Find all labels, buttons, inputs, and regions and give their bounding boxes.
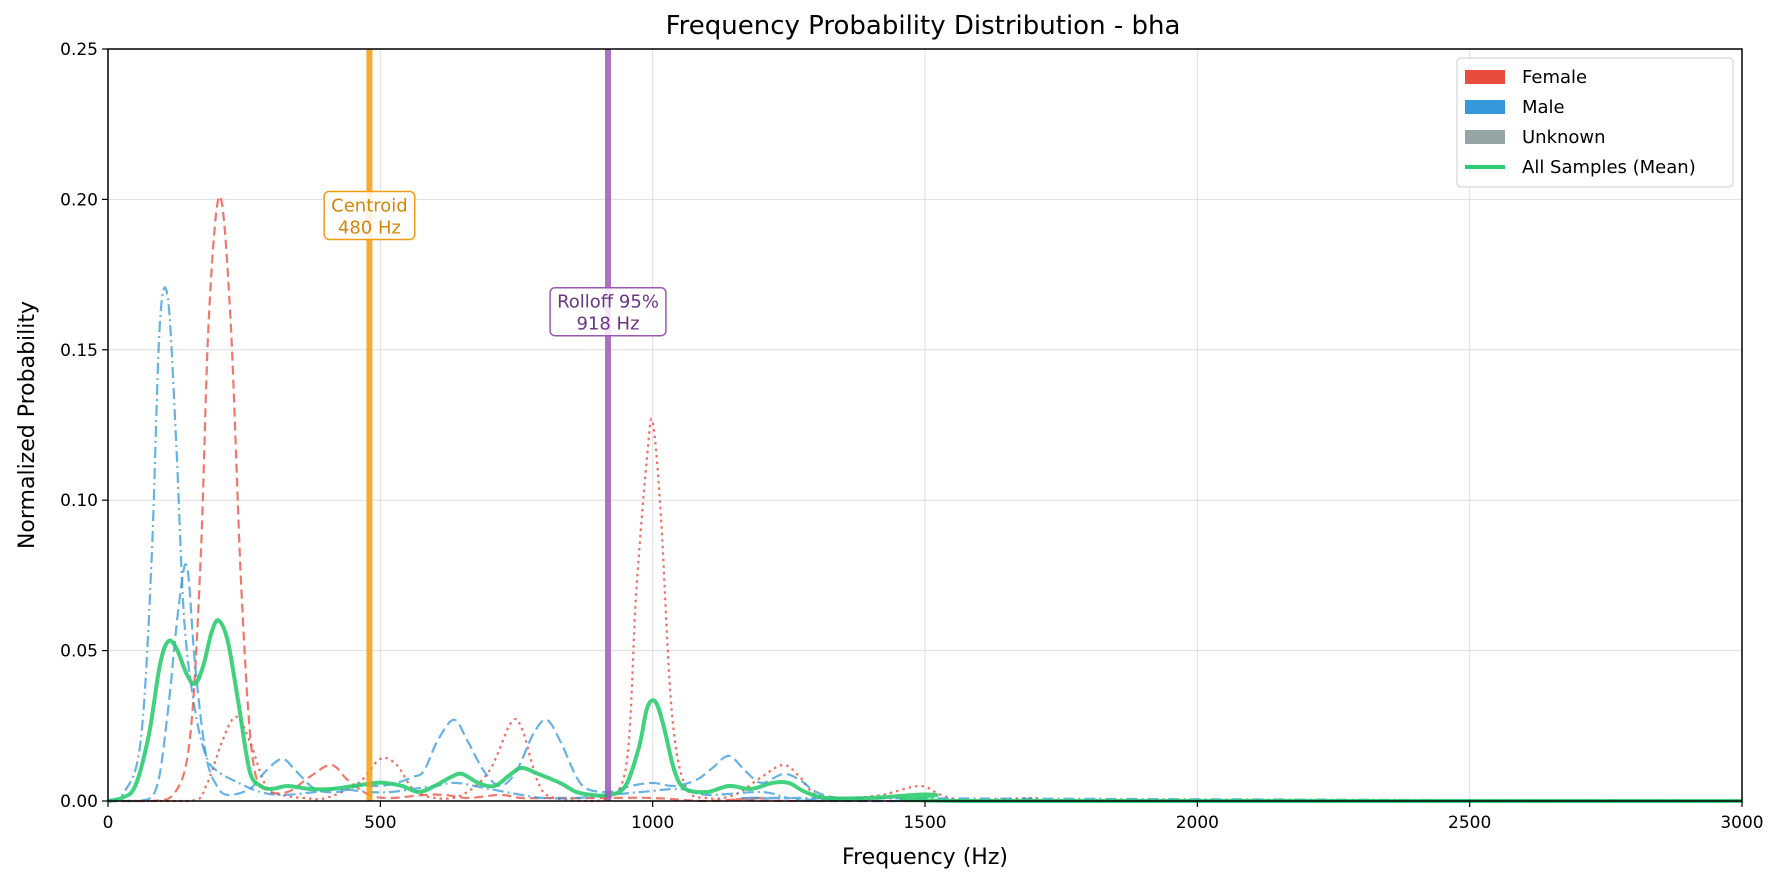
- legend-label-female: Female: [1522, 67, 1587, 88]
- series-line-female: [107, 195, 1742, 803]
- x-axis-ticks: 0 500 1000 1500 2000 2500 3000: [103, 801, 1764, 833]
- rolloff-95-annotation: Rolloff 95%918 Hz: [549, 286, 667, 337]
- y-axis-ticks: 0.00 0.05 0.10 0.15 0.20 0.25: [60, 40, 108, 812]
- centroid-annotation-box: [323, 190, 416, 241]
- x-tick-label: 0: [103, 813, 114, 833]
- series-line-male: [107, 563, 1742, 803]
- legend-label-all-samples-mean: All Samples (Mean): [1522, 157, 1696, 178]
- legend-swatch-female: [1465, 70, 1505, 84]
- series-line-all-samples-mean: [107, 618, 1742, 804]
- legend-swatch-unknown: [1465, 130, 1505, 144]
- x-axis-label: Frequency (Hz): [842, 845, 1008, 870]
- legend-frame: [1456, 57, 1734, 188]
- legend: Female Male Unknown All Samples (Mean): [1456, 57, 1734, 188]
- y-tick-label: 0.20: [60, 190, 98, 210]
- y-tick-label: 0.05: [60, 642, 98, 662]
- y-tick-label: 0.10: [60, 491, 98, 511]
- y-tick-label: 0.15: [60, 341, 98, 361]
- centroid-annotation-value: 480 Hz: [338, 217, 401, 238]
- x-tick-label: 1500: [903, 813, 946, 833]
- rolloff-95-annotation-value: 918 Hz: [576, 314, 639, 335]
- rolloff-95-annotation-label: Rolloff 95%: [557, 292, 659, 313]
- centroid-annotation-label: Centroid: [331, 195, 408, 216]
- legend-swatch-male: [1465, 100, 1505, 114]
- rolloff-95-annotation-box: [549, 286, 667, 337]
- x-tick-label: 2000: [1176, 813, 1219, 833]
- x-tick-label: 3000: [1720, 813, 1763, 833]
- legend-label-male: Male: [1522, 97, 1565, 118]
- x-tick-label: 2500: [1448, 813, 1491, 833]
- series-line-female: [107, 417, 1742, 803]
- chart-title: Frequency Probability Distribution - bha: [666, 11, 1181, 41]
- legend-label-unknown: Unknown: [1522, 127, 1606, 148]
- y-tick-label: 0.00: [60, 792, 98, 812]
- series-layer: [107, 195, 1743, 804]
- series-line-male: [107, 286, 1743, 803]
- y-axis-label: Normalized Probability: [15, 301, 40, 549]
- x-tick-label: 1000: [631, 813, 674, 833]
- y-tick-label: 0.25: [60, 40, 98, 60]
- x-tick-label: 500: [364, 813, 396, 833]
